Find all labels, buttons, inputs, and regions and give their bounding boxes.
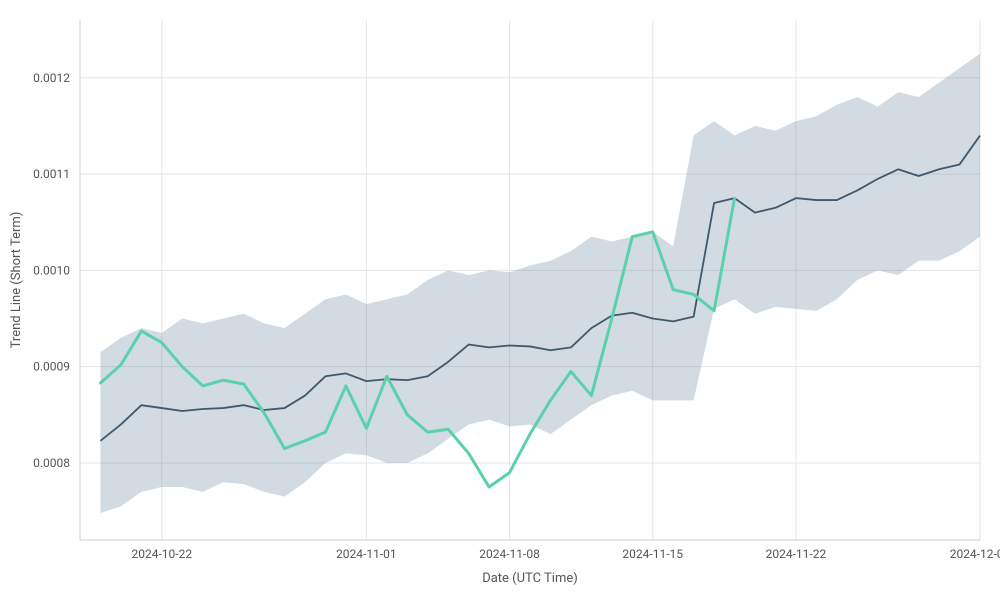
trend-chart: 2024-10-22 2024-11-01 2024-11-08 2024-11-15… — [0, 0, 1000, 600]
y-tick-label: 0.0010 — [33, 263, 70, 277]
y-axis-label: Trend Line (Short Term) — [9, 212, 24, 349]
y-tick-label: 0.0012 — [33, 71, 70, 85]
y-tick-label: 0.0009 — [33, 360, 70, 374]
x-tick-label: 2024-10-22 — [132, 547, 193, 561]
x-tick-label: 2024-12-01 — [950, 547, 1000, 561]
chart-svg: 2024-10-22 2024-11-01 2024-11-08 2024-11-15… — [0, 0, 1000, 600]
x-tick-label: 2024-11-08 — [479, 547, 540, 561]
confidence-band — [100, 54, 980, 513]
x-axis-label: Date (UTC Time) — [482, 571, 578, 586]
y-tick-label: 0.0011 — [33, 167, 70, 181]
x-tick-label: 2024-11-01 — [336, 547, 397, 561]
x-tick-label: 2024-11-15 — [622, 547, 683, 561]
y-tick-label: 0.0008 — [33, 456, 70, 470]
x-tick-label: 2024-11-22 — [766, 547, 827, 561]
